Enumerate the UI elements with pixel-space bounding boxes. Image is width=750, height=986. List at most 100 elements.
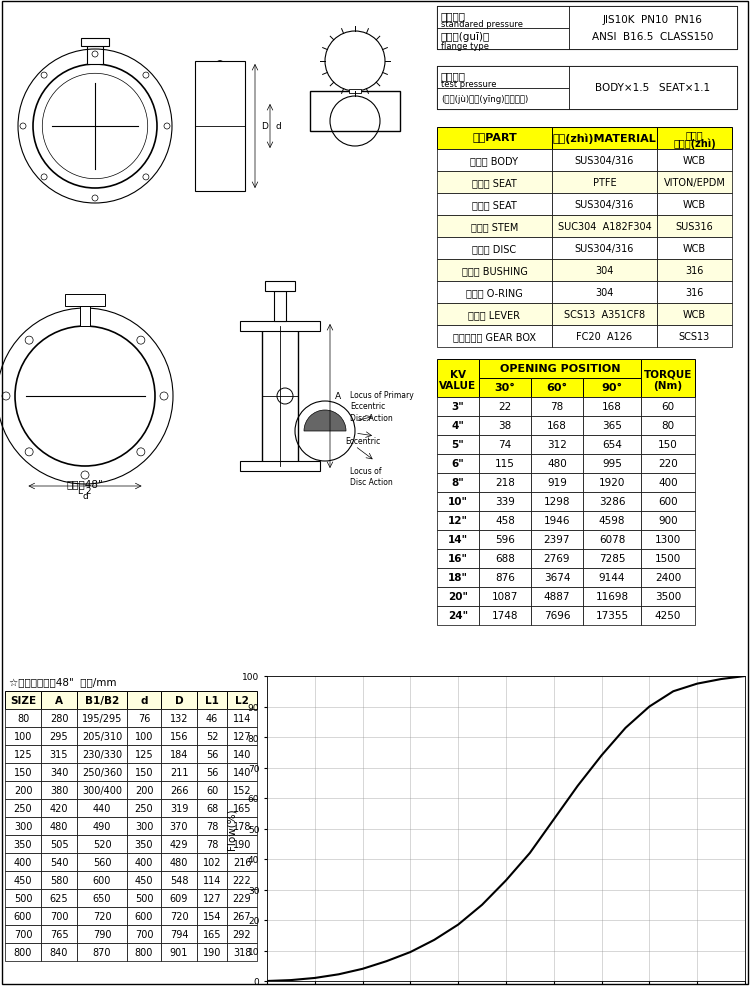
Bar: [227, 943, 257, 961]
Text: 7696: 7696: [544, 611, 570, 621]
Bar: [437, 455, 479, 473]
Text: 150: 150: [135, 767, 153, 777]
Text: 100: 100: [135, 732, 153, 741]
Bar: [583, 379, 641, 397]
Text: 152: 152: [232, 785, 251, 795]
Text: 490: 490: [93, 821, 111, 831]
Text: 654: 654: [602, 440, 622, 450]
Bar: [161, 728, 197, 745]
Text: 505: 505: [50, 839, 68, 849]
Text: 304: 304: [596, 288, 613, 298]
Text: 閥　座 SEAT: 閥 座 SEAT: [472, 177, 517, 187]
Text: D: D: [175, 695, 183, 705]
Bar: [227, 853, 257, 871]
Bar: [227, 745, 257, 763]
Bar: [5, 781, 41, 800]
Bar: [349, 90, 361, 94]
Text: 876: 876: [495, 573, 515, 583]
Text: 218: 218: [495, 478, 515, 488]
Text: 60°: 60°: [547, 384, 568, 393]
Bar: [127, 943, 161, 961]
Text: 零件PART: 零件PART: [472, 132, 517, 142]
Text: 1500: 1500: [655, 554, 681, 564]
Text: 765: 765: [50, 929, 68, 939]
Bar: [41, 691, 77, 709]
Text: Locus of
Disc Action: Locus of Disc Action: [350, 466, 393, 486]
Text: 76: 76: [138, 713, 150, 724]
Bar: [583, 606, 641, 625]
Text: 720: 720: [170, 911, 188, 921]
Bar: [479, 360, 641, 379]
Text: 609: 609: [170, 893, 188, 903]
Bar: [161, 925, 197, 943]
Bar: [161, 853, 197, 871]
Bar: [41, 817, 77, 835]
Bar: [227, 889, 257, 907]
Bar: [641, 360, 695, 397]
Text: ANSI  B16.5  CLASS150: ANSI B16.5 CLASS150: [592, 33, 714, 42]
Text: 114: 114: [202, 876, 221, 885]
Text: 12": 12": [448, 516, 468, 526]
Bar: [77, 745, 127, 763]
Text: standared pressure: standared pressure: [441, 21, 523, 30]
Text: 17355: 17355: [596, 611, 628, 621]
Bar: [552, 194, 657, 216]
Text: JIS10K  PN10  PN16: JIS10K PN10 PN16: [603, 15, 703, 25]
Bar: [227, 925, 257, 943]
Bar: [77, 691, 127, 709]
Circle shape: [164, 124, 170, 130]
Bar: [41, 781, 77, 800]
Bar: [437, 304, 552, 325]
Text: BODY×1.5   SEAT×1.1: BODY×1.5 SEAT×1.1: [596, 84, 710, 94]
Bar: [197, 709, 227, 728]
Text: 596: 596: [495, 535, 515, 545]
Text: d: d: [82, 491, 88, 501]
Text: 30°: 30°: [494, 384, 515, 393]
Bar: [127, 853, 161, 871]
Text: 154: 154: [202, 911, 221, 921]
Bar: [41, 853, 77, 871]
Bar: [531, 606, 583, 625]
Text: 600: 600: [135, 911, 153, 921]
Text: 540: 540: [50, 857, 68, 867]
Bar: [437, 150, 552, 172]
Bar: [227, 800, 257, 817]
Text: 2769: 2769: [544, 554, 570, 564]
Text: 125: 125: [135, 749, 153, 759]
Text: SUC304  A182F304: SUC304 A182F304: [557, 222, 651, 232]
Text: 350: 350: [13, 839, 32, 849]
Text: 370: 370: [170, 821, 188, 831]
Text: 4": 4": [452, 421, 464, 431]
Bar: [479, 492, 531, 512]
Text: 200: 200: [135, 785, 153, 795]
Text: 80: 80: [662, 421, 674, 431]
Text: 165: 165: [232, 804, 251, 813]
Text: test pressure: test pressure: [441, 80, 497, 89]
Circle shape: [41, 175, 47, 180]
Bar: [161, 817, 197, 835]
Text: 339: 339: [495, 497, 515, 507]
Text: 700: 700: [135, 929, 153, 939]
Text: 78: 78: [550, 402, 563, 412]
Text: 80: 80: [17, 713, 29, 724]
Text: 458: 458: [495, 516, 515, 526]
Bar: [240, 461, 320, 471]
Bar: [657, 325, 732, 348]
Bar: [77, 781, 127, 800]
Bar: [583, 397, 641, 416]
Text: 78: 78: [206, 839, 218, 849]
Text: 2397: 2397: [544, 535, 570, 545]
Text: FC20  A126: FC20 A126: [577, 331, 632, 342]
Bar: [641, 512, 695, 530]
Bar: [80, 307, 90, 326]
Bar: [5, 889, 41, 907]
Text: SUS304/316: SUS304/316: [574, 200, 634, 210]
Bar: [657, 259, 732, 282]
Bar: [437, 172, 552, 194]
Circle shape: [26, 337, 33, 345]
Text: 4250: 4250: [655, 611, 681, 621]
Bar: [479, 588, 531, 606]
Text: 材質(zhì)MATERIAL: 材質(zhì)MATERIAL: [553, 134, 656, 144]
Text: 3674: 3674: [544, 573, 570, 583]
Text: 800: 800: [135, 947, 153, 957]
